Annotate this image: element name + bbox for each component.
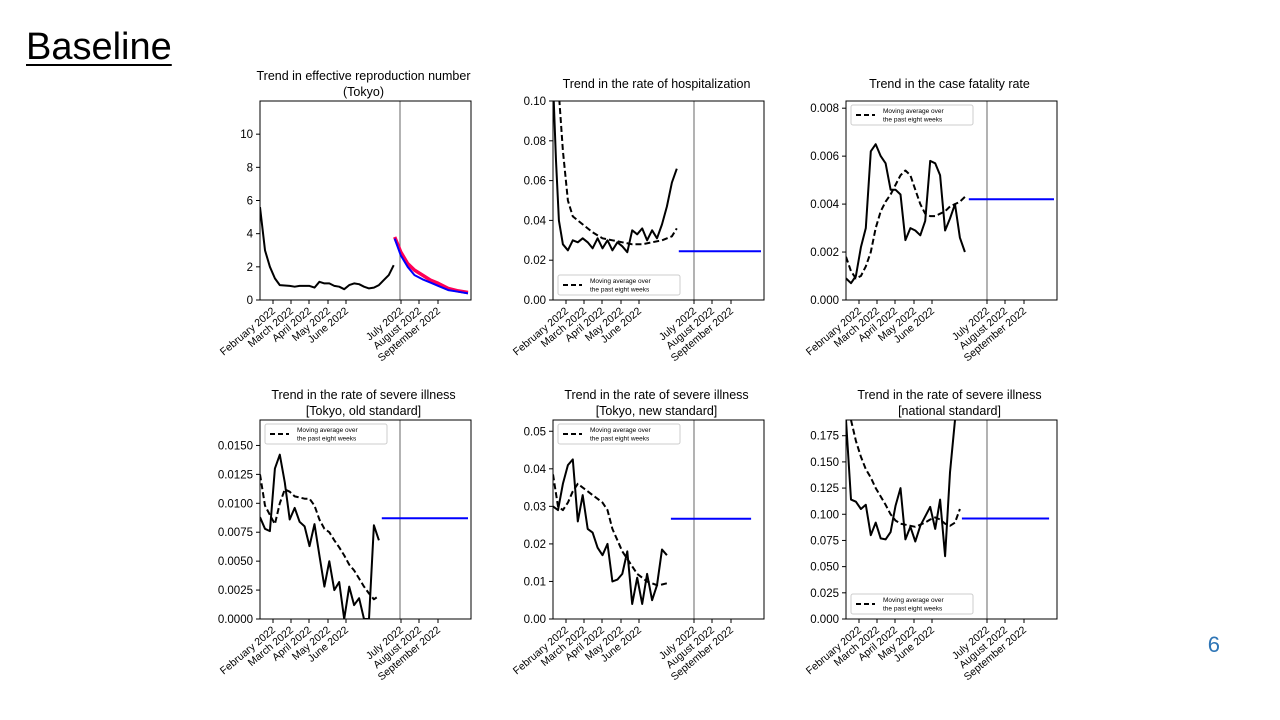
y-tick-label: 0.0075 <box>218 527 253 539</box>
legend: Moving average over the past eight weeks <box>557 274 681 296</box>
y-tick-label: 0.04 <box>524 464 547 476</box>
y-tick-label: 0.02 <box>524 539 546 551</box>
y-tick-label: 0.01 <box>524 576 546 588</box>
legend-label: Moving average over <box>883 597 945 604</box>
legend-box <box>557 423 681 445</box>
legend-label: Moving average over <box>297 427 359 434</box>
y-tick-label: 0.10 <box>524 96 546 108</box>
y-tick-label: 0.05 <box>524 426 546 438</box>
series-line-moving-average <box>558 101 678 246</box>
y-tick-label: 0.008 <box>810 103 839 115</box>
y-tick-label: 0.006 <box>810 151 839 163</box>
series-line-moving-average <box>553 474 668 587</box>
legend-label: the past eight weeks <box>883 606 943 613</box>
chart-title: [Tokyo, new standard] <box>596 404 718 418</box>
chart-title: Trend in the rate of severe illness <box>857 388 1041 402</box>
y-tick-label: 0.150 <box>810 457 839 469</box>
legend-label: the past eight weeks <box>297 436 357 443</box>
legend-label: the past eight weeks <box>590 287 650 294</box>
y-tick-label: 0.0125 <box>218 469 253 481</box>
y-tick-label: 0.0100 <box>218 498 253 510</box>
legend: Moving average over the past eight weeks <box>850 104 974 126</box>
series-line-observed <box>553 458 668 605</box>
chart-title: [national standard] <box>898 404 1001 418</box>
legend-box <box>557 274 681 296</box>
y-tick-label: 0.002 <box>810 247 839 259</box>
chart-panel-5: Trend in the rate of severe illness [Toky… <box>511 388 765 683</box>
plot-frame <box>259 419 472 620</box>
plot-frame <box>552 419 765 620</box>
legend-label: the past eight weeks <box>883 117 943 124</box>
y-tick-label: 0.075 <box>810 535 839 547</box>
y-tick-label: 0.06 <box>524 176 546 188</box>
chart-panel-4: Trend in the rate of severe illness [Toky… <box>218 388 472 683</box>
legend-label: Moving average over <box>883 108 945 115</box>
plot-frame <box>845 100 1058 301</box>
series-line-observed <box>553 101 678 254</box>
series-line-projection <box>393 238 469 295</box>
y-tick-label: 4 <box>247 229 254 241</box>
series-line-observed <box>846 420 956 558</box>
legend: Moving average over the past eight weeks <box>264 423 388 445</box>
y-tick-label: 10 <box>240 129 253 141</box>
y-tick-label: 0.125 <box>810 483 839 495</box>
y-tick-label: 0.02 <box>524 255 546 267</box>
plot-frame <box>845 419 1058 620</box>
y-tick-label: 0.025 <box>810 588 839 600</box>
y-tick-label: 0.0000 <box>218 614 253 626</box>
legend-label: Moving average over <box>590 427 652 434</box>
legend: Moving average over the past eight weeks <box>557 423 681 445</box>
y-tick-label: 6 <box>247 196 253 208</box>
chart-panel-1: Trend in effective reproduction number (T… <box>218 69 472 364</box>
page-number: 6 <box>1207 632 1220 657</box>
plot-frame <box>259 100 472 301</box>
chart-panel-2: Trend in the rate of hospitalization 0.00… <box>511 77 765 364</box>
series-line-moving-average <box>850 420 961 528</box>
series-line-observed <box>260 453 380 619</box>
y-tick-label: 0.04 <box>524 215 547 227</box>
legend-box <box>264 423 388 445</box>
y-tick-label: 0.0050 <box>218 556 253 568</box>
y-tick-label: 0.03 <box>524 501 546 513</box>
y-tick-label: 0.050 <box>810 562 839 574</box>
chart-title: Trend in the rate of severe illness <box>564 388 748 402</box>
y-tick-label: 8 <box>247 162 253 174</box>
y-tick-label: 0.08 <box>524 136 546 148</box>
chart-panel-6: Trend in the rate of severe illness [nati… <box>804 388 1058 683</box>
y-tick-label: 0.100 <box>810 509 839 521</box>
chart-title: Trend in the rate of severe illness <box>271 388 455 402</box>
legend-label: Moving average over <box>590 278 652 285</box>
y-tick-label: 2 <box>247 262 253 274</box>
legend-box <box>850 593 974 615</box>
chart-panel-3: Trend in the case fatality rate 0.000 0.00… <box>804 77 1058 364</box>
y-tick-label: 0.00 <box>524 295 546 307</box>
series-line-moving-average <box>260 474 380 601</box>
chart-title: (Tokyo) <box>343 85 384 99</box>
slide-title: Baseline <box>26 26 172 68</box>
chart-title: Trend in the case fatality rate <box>869 77 1030 91</box>
legend-label: the past eight weeks <box>590 436 650 443</box>
plot-frame <box>552 100 765 301</box>
series-line-observed <box>846 143 966 285</box>
legend: Moving average over the past eight weeks <box>850 593 974 615</box>
series-line-moving-average <box>846 169 966 280</box>
legend-box <box>850 104 974 126</box>
y-tick-label: 0.000 <box>810 614 839 626</box>
chart-title: Trend in effective reproduction number <box>256 69 470 83</box>
chart-title: Trend in the rate of hospitalization <box>563 77 751 91</box>
series-line-observed <box>260 206 395 291</box>
y-tick-label: 0.004 <box>810 199 839 211</box>
y-tick-label: 0.00 <box>524 614 546 626</box>
y-tick-label: 0.000 <box>810 295 839 307</box>
chart-title: [Tokyo, old standard] <box>306 404 421 418</box>
y-tick-label: 0.0025 <box>218 585 253 597</box>
y-tick-label: 0.0150 <box>218 440 253 452</box>
y-tick-label: 0 <box>247 295 253 307</box>
series-line-projection-alt <box>393 236 469 295</box>
y-tick-label: 0.175 <box>810 431 839 443</box>
